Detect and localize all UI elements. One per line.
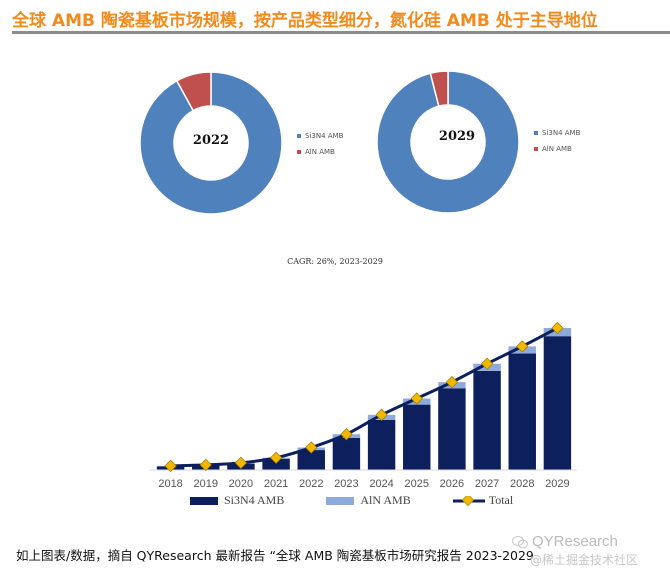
cagr-annotation: CAGR: 26%, 2023-2029 [287,257,383,266]
total-marker-2023 [340,428,353,441]
legend-label: Total [488,493,514,507]
bar-si3n4-2025 [403,404,431,470]
watermark-brand: QYResearch [532,533,618,550]
legend-label: Si3N4 AMB [305,132,344,140]
donut-2029-year-label: 2029 [438,129,476,144]
donut-chart-2022 [139,71,283,215]
legend-swatch-si3n4 [534,131,538,135]
legend-item-si3n4: Si3N4 AMB [297,128,343,144]
donut-slice-aln-amb [429,70,449,108]
bar-si3n4-2027 [473,370,501,470]
total-marker-2020 [234,456,248,470]
legend-label: Si3N4 AMB [542,129,581,137]
legend-item-aln: AlN AMB [297,144,343,160]
legend-swatch-aln [326,496,355,505]
legend-swatch-aln [297,150,301,154]
donut-slice-aln-amb [175,71,212,112]
watermark-community: @稀土掘金技术社区 [530,553,639,567]
total-marker-2024 [375,408,388,421]
bar-si3n4-2023 [332,437,361,470]
legend-swatch-si3n4 [190,496,218,505]
bar-chart-legend: Si3N4 AMB AlN AMB Total [190,493,555,508]
x-axis-label: 2029 [545,478,570,490]
x-axis-label: 2022 [299,478,324,490]
x-axis-label: 2018 [158,478,183,490]
legend-label: Si3N4 AMB [224,493,285,507]
stacked-bar-chart [149,321,577,473]
total-marker-2028 [516,340,529,353]
legend-item-aln: AlN AMB [326,493,411,508]
total-marker-2025 [410,392,423,405]
x-axis-label: 2020 [228,478,254,490]
source-caption: 如上图表/数据，摘自 QYResearch 最新报告 “全球 AMB 陶瓷基板市… [16,548,534,563]
x-axis-label: 2028 [510,478,535,490]
donut-slice-si3n4-amb [376,70,520,214]
page-title: 全球 AMB 陶瓷基板市场规模，按产品类型细分，氮化硅 AMB 处于主导地位 [12,11,598,31]
legend-item-si3n4: Si3N4 AMB [190,493,284,508]
bar-si3n4-2026 [438,388,466,470]
bar-si3n4-2021 [262,458,290,470]
x-axis-label: 2026 [439,478,465,490]
legend-item-si3n4: Si3N4 AMB [534,125,580,141]
wechat-icon [512,536,528,549]
total-marker-2018 [164,459,177,473]
legend-label: AlN AMB [360,493,411,507]
total-marker-2022 [305,441,318,454]
donut-2022-legend: Si3N4 AMB AlN AMB [297,128,343,160]
x-axis-label: 2021 [263,478,289,490]
total-marker-2029 [551,321,564,335]
legend-item-total: Total [452,493,514,508]
legend-line-marker-icon [452,495,485,506]
legend-label: AlN AMB [305,148,335,156]
legend-label: AlN AMB [542,145,572,153]
legend-item-aln: AlN AMB [534,141,580,157]
x-axis-label: 2027 [474,478,500,490]
x-axis-label: 2025 [404,478,429,490]
total-marker-2019 [199,458,212,472]
bar-si3n4-2028 [508,353,536,470]
donut-2029-legend: Si3N4 AMB AlN AMB [534,125,580,157]
bar-si3n4-2024 [367,419,396,470]
bar-si3n4-2022 [297,450,325,470]
total-marker-2027 [480,357,494,370]
x-axis-label: 2019 [193,478,218,490]
x-axis-label: 2023 [334,478,359,490]
x-axis-label: 2024 [369,478,394,490]
donut-2022-year-label: 2022 [192,133,230,148]
total-marker-2021 [269,451,283,464]
total-marker-2026 [445,375,459,389]
donut-chart-2029 [376,70,520,214]
title-divider [12,31,670,34]
legend-swatch-aln [534,147,538,151]
bar-si3n4-2029 [543,336,572,470]
donut-slice-si3n4-amb [139,71,283,215]
legend-swatch-si3n4 [297,134,301,138]
